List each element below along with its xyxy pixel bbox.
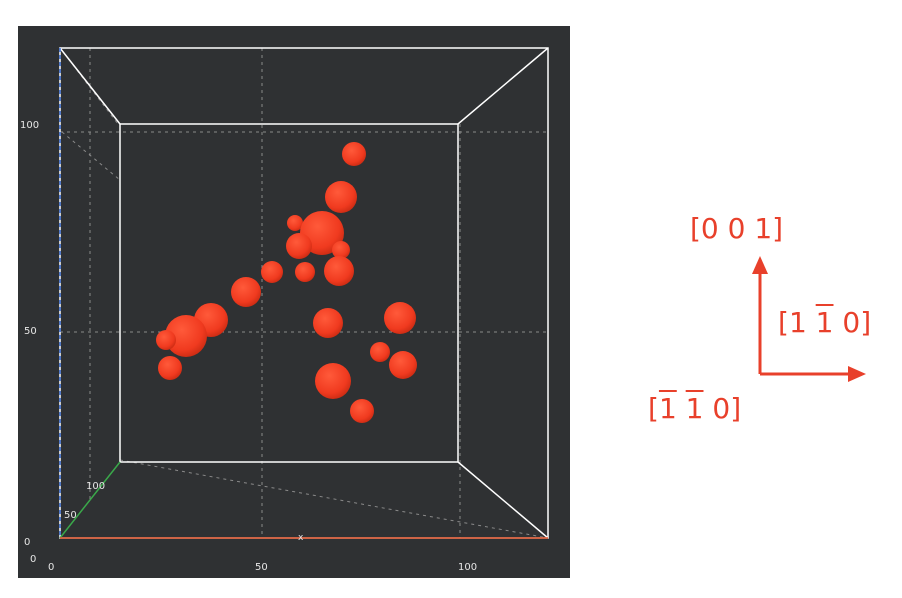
y-axis-line: [59, 461, 121, 539]
particle: [384, 302, 416, 334]
particle: [315, 363, 351, 399]
up-arrowhead-icon: [752, 256, 768, 274]
right-digit-1: 1: [788, 306, 807, 339]
grid-lines: [59, 47, 549, 539]
particle: [158, 356, 182, 380]
front-digit-1-bar: 1: [658, 392, 677, 425]
particle-cluster: [156, 142, 417, 423]
corner-label: 0: [30, 554, 36, 565]
x-tick-50: 50: [255, 562, 268, 573]
right-digit-3: 0: [842, 306, 861, 339]
3d-volume-viewer[interactable]: 100 50 0 0 0 50 100 100 50 x: [0, 0, 580, 598]
x-axis-marker: x: [298, 533, 304, 543]
particle: [287, 215, 303, 231]
x-tick-0: 0: [48, 562, 54, 573]
front-digit-3: 0: [712, 392, 731, 425]
particle: [370, 342, 390, 362]
particle: [389, 351, 417, 379]
particle: [165, 315, 207, 357]
z-tick-100: 100: [20, 120, 39, 131]
particle: [332, 241, 350, 259]
particle: [156, 330, 176, 350]
particle: [350, 399, 374, 423]
front-digit-2-bar: 1: [685, 392, 704, 425]
particle: [342, 142, 366, 166]
direction-label-001: [0 0 1]: [690, 212, 784, 245]
particle: [261, 261, 283, 283]
y-tick-50: 50: [64, 510, 77, 521]
viewport-background: [18, 26, 570, 578]
particle: [295, 262, 315, 282]
particle: [286, 233, 312, 259]
direction-label-1-1bar-0: [1 1 0]: [778, 306, 872, 339]
x-tick-100: 100: [458, 562, 477, 573]
direction-label-1bar-1bar-0: [1 1 0]: [648, 392, 742, 425]
z-tick-50: 50: [24, 326, 37, 337]
particle: [325, 181, 357, 213]
particle: [231, 277, 261, 307]
particle: [324, 256, 354, 286]
particle: [313, 308, 343, 338]
y-tick-100: 100: [86, 481, 105, 492]
z-tick-0: 0: [24, 537, 30, 548]
right-digit-2-bar: 1: [815, 306, 834, 339]
right-arrowhead-icon: [848, 366, 866, 382]
